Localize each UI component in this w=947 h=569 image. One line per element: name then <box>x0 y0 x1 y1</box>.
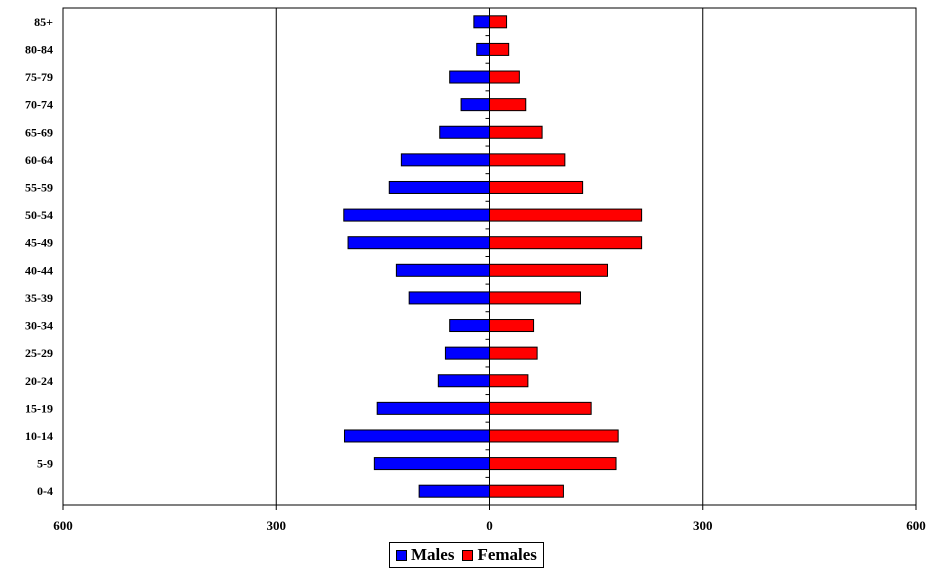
bar-females <box>489 180 584 194</box>
bar-females <box>489 346 538 360</box>
bar-males <box>437 374 491 388</box>
category-label: 35-39 <box>25 291 53 305</box>
bar-females <box>489 236 643 250</box>
bar-males <box>449 70 490 84</box>
category-label: 70-74 <box>25 98 53 112</box>
category-label: 75-79 <box>25 70 53 84</box>
x-tick-label: 300 <box>693 518 713 533</box>
bar-females <box>489 429 619 443</box>
bar-females <box>489 70 520 84</box>
bar-females <box>489 319 535 333</box>
bar-females <box>489 484 564 498</box>
bar-females <box>489 15 508 29</box>
x-tick-label: 600 <box>906 518 926 533</box>
category-label: 40-44 <box>25 263 53 277</box>
legend-item-females: Females <box>462 545 537 565</box>
bar-males <box>449 319 490 333</box>
category-label: 10-14 <box>25 429 53 443</box>
bar-females <box>489 263 608 277</box>
bar-males <box>376 401 490 415</box>
legend-label-males: Males <box>411 545 455 564</box>
bar-females <box>489 291 581 305</box>
bar-females <box>489 125 543 139</box>
bar-females <box>489 374 529 388</box>
bar-males <box>343 429 490 443</box>
legend-item-males: Males <box>396 545 454 565</box>
bar-males <box>444 346 491 360</box>
bar-males <box>460 98 491 112</box>
category-label: 80-84 <box>25 42 53 56</box>
bar-males <box>395 263 490 277</box>
bar-males <box>418 484 490 498</box>
bar-males <box>408 291 491 305</box>
category-label: 45-49 <box>25 236 53 250</box>
bar-males <box>439 125 491 139</box>
bar-males <box>343 208 491 222</box>
bar-males <box>473 15 490 29</box>
x-tick-label: 600 <box>53 518 73 533</box>
category-label: 50-54 <box>25 208 53 222</box>
bar-females <box>489 208 643 222</box>
chart-legend: Males Females <box>389 542 544 568</box>
bar-females <box>489 457 617 471</box>
bar-males <box>400 153 490 167</box>
bar-males <box>388 180 490 194</box>
category-label: 15-19 <box>25 401 53 415</box>
category-label: 20-24 <box>25 374 53 388</box>
x-tick-label: 300 <box>267 518 287 533</box>
x-tick-label: 0 <box>486 518 493 533</box>
category-label: 65-69 <box>25 125 53 139</box>
legend-swatch-females <box>462 549 474 561</box>
bar-females <box>489 98 527 112</box>
legend-swatch-males <box>396 549 407 561</box>
bar-males <box>347 236 490 250</box>
bar-females <box>489 401 592 415</box>
category-label: 0-4 <box>37 484 53 498</box>
category-label: 30-34 <box>25 319 53 333</box>
bar-females <box>489 42 510 56</box>
bar-males <box>373 457 490 471</box>
bar-females <box>489 153 566 167</box>
category-label: 55-59 <box>25 180 53 194</box>
category-label: 5-9 <box>37 457 53 471</box>
category-label: 60-64 <box>25 153 53 167</box>
legend-label-females: Females <box>477 545 537 564</box>
category-label: 85+ <box>34 15 53 29</box>
bar-males <box>476 42 490 56</box>
category-label: 25-29 <box>25 346 53 360</box>
